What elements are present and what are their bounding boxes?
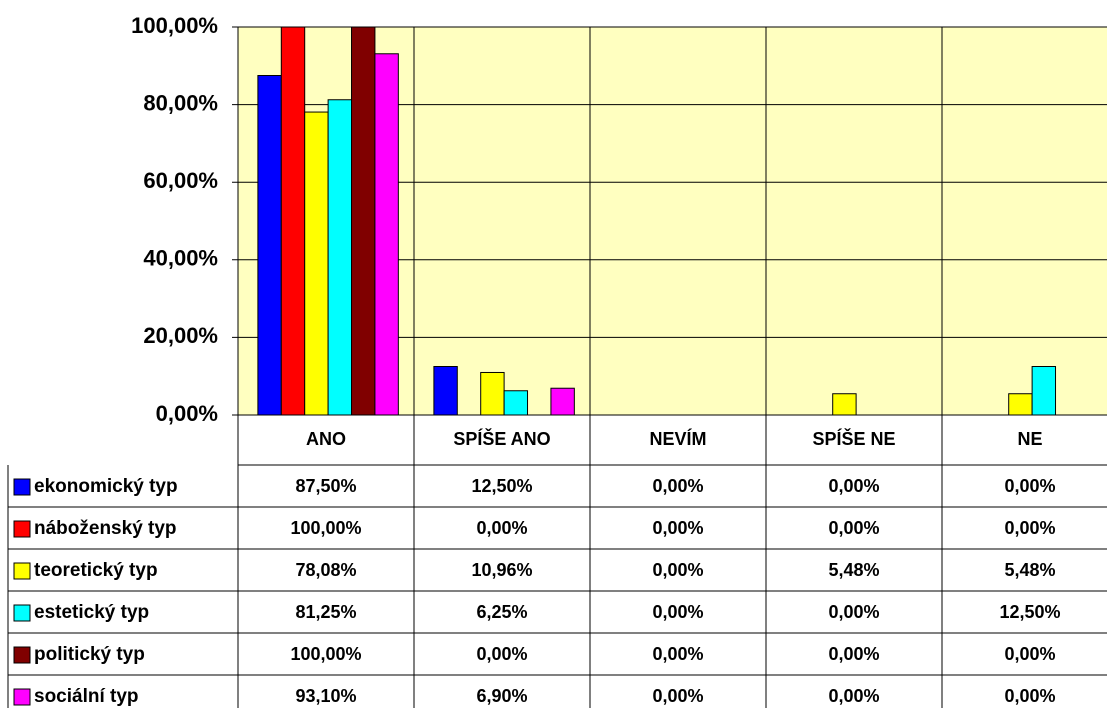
value-label: 6,90% <box>476 686 527 706</box>
bar <box>304 111 329 416</box>
value-label: 0,00% <box>828 644 879 664</box>
value-label: 5,48% <box>1004 560 1055 580</box>
bar <box>832 393 857 416</box>
bar <box>1031 366 1057 416</box>
value-label: 0,00% <box>652 476 703 496</box>
value-label: 10,96% <box>471 560 532 580</box>
legend-label: náboženský typ <box>34 518 177 539</box>
legend-key <box>13 520 31 538</box>
value-label: 0,00% <box>652 518 703 538</box>
legend-label: sociální typ <box>34 686 139 707</box>
bar <box>374 53 399 416</box>
legend-label: politický typ <box>34 644 145 665</box>
value-label: 0,00% <box>1004 476 1055 496</box>
value-label: 100,00% <box>290 644 361 664</box>
value-label: 0,00% <box>1004 644 1055 664</box>
category-label: NEVÍM <box>649 428 706 449</box>
bar <box>351 26 376 416</box>
y-tick-label: 100,00% <box>131 13 218 38</box>
value-label: 12,50% <box>471 476 532 496</box>
bar <box>433 366 458 416</box>
bar <box>503 390 529 416</box>
value-label: 0,00% <box>652 644 703 664</box>
bar <box>327 99 353 416</box>
value-label: 5,48% <box>828 560 879 580</box>
y-tick-label: 80,00% <box>143 90 218 115</box>
value-label: 0,00% <box>652 602 703 622</box>
category-label: ANO <box>306 429 346 449</box>
value-label: 0,00% <box>476 518 527 538</box>
y-tick-label: 60,00% <box>143 168 218 193</box>
y-tick-label: 40,00% <box>143 246 218 271</box>
legend-key <box>13 688 31 706</box>
bar <box>280 26 306 416</box>
category-label: SPÍŠE NE <box>812 428 895 449</box>
value-label: 0,00% <box>1004 686 1055 706</box>
bar <box>550 387 575 416</box>
y-tick-label: 20,00% <box>143 323 218 348</box>
legend-label: ekonomický typ <box>34 476 178 497</box>
value-label: 81,25% <box>295 602 356 622</box>
category-label: SPÍŠE ANO <box>453 428 550 449</box>
legend-key <box>13 646 31 664</box>
value-label: 0,00% <box>828 518 879 538</box>
legend-key <box>13 562 31 580</box>
legend-label: estetický typ <box>34 602 149 623</box>
value-label: 0,00% <box>652 686 703 706</box>
value-label: 0,00% <box>476 644 527 664</box>
bar <box>257 75 282 416</box>
value-label: 0,00% <box>652 560 703 580</box>
value-label: 6,25% <box>476 602 527 622</box>
value-label: 0,00% <box>828 476 879 496</box>
legend-key <box>13 478 31 496</box>
bar <box>1008 393 1033 416</box>
y-tick-label: 0,00% <box>156 401 218 426</box>
value-label: 12,50% <box>999 602 1060 622</box>
value-label: 100,00% <box>290 518 361 538</box>
legend-label: teoretický typ <box>34 560 158 581</box>
value-label: 87,50% <box>295 476 356 496</box>
value-label: 0,00% <box>828 602 879 622</box>
value-label: 78,08% <box>295 560 356 580</box>
category-label: NE <box>1017 429 1042 449</box>
value-label: 0,00% <box>828 686 879 706</box>
value-label: 93,10% <box>295 686 356 706</box>
bar <box>480 371 505 416</box>
value-label: 0,00% <box>1004 518 1055 538</box>
legend-key <box>13 604 31 622</box>
